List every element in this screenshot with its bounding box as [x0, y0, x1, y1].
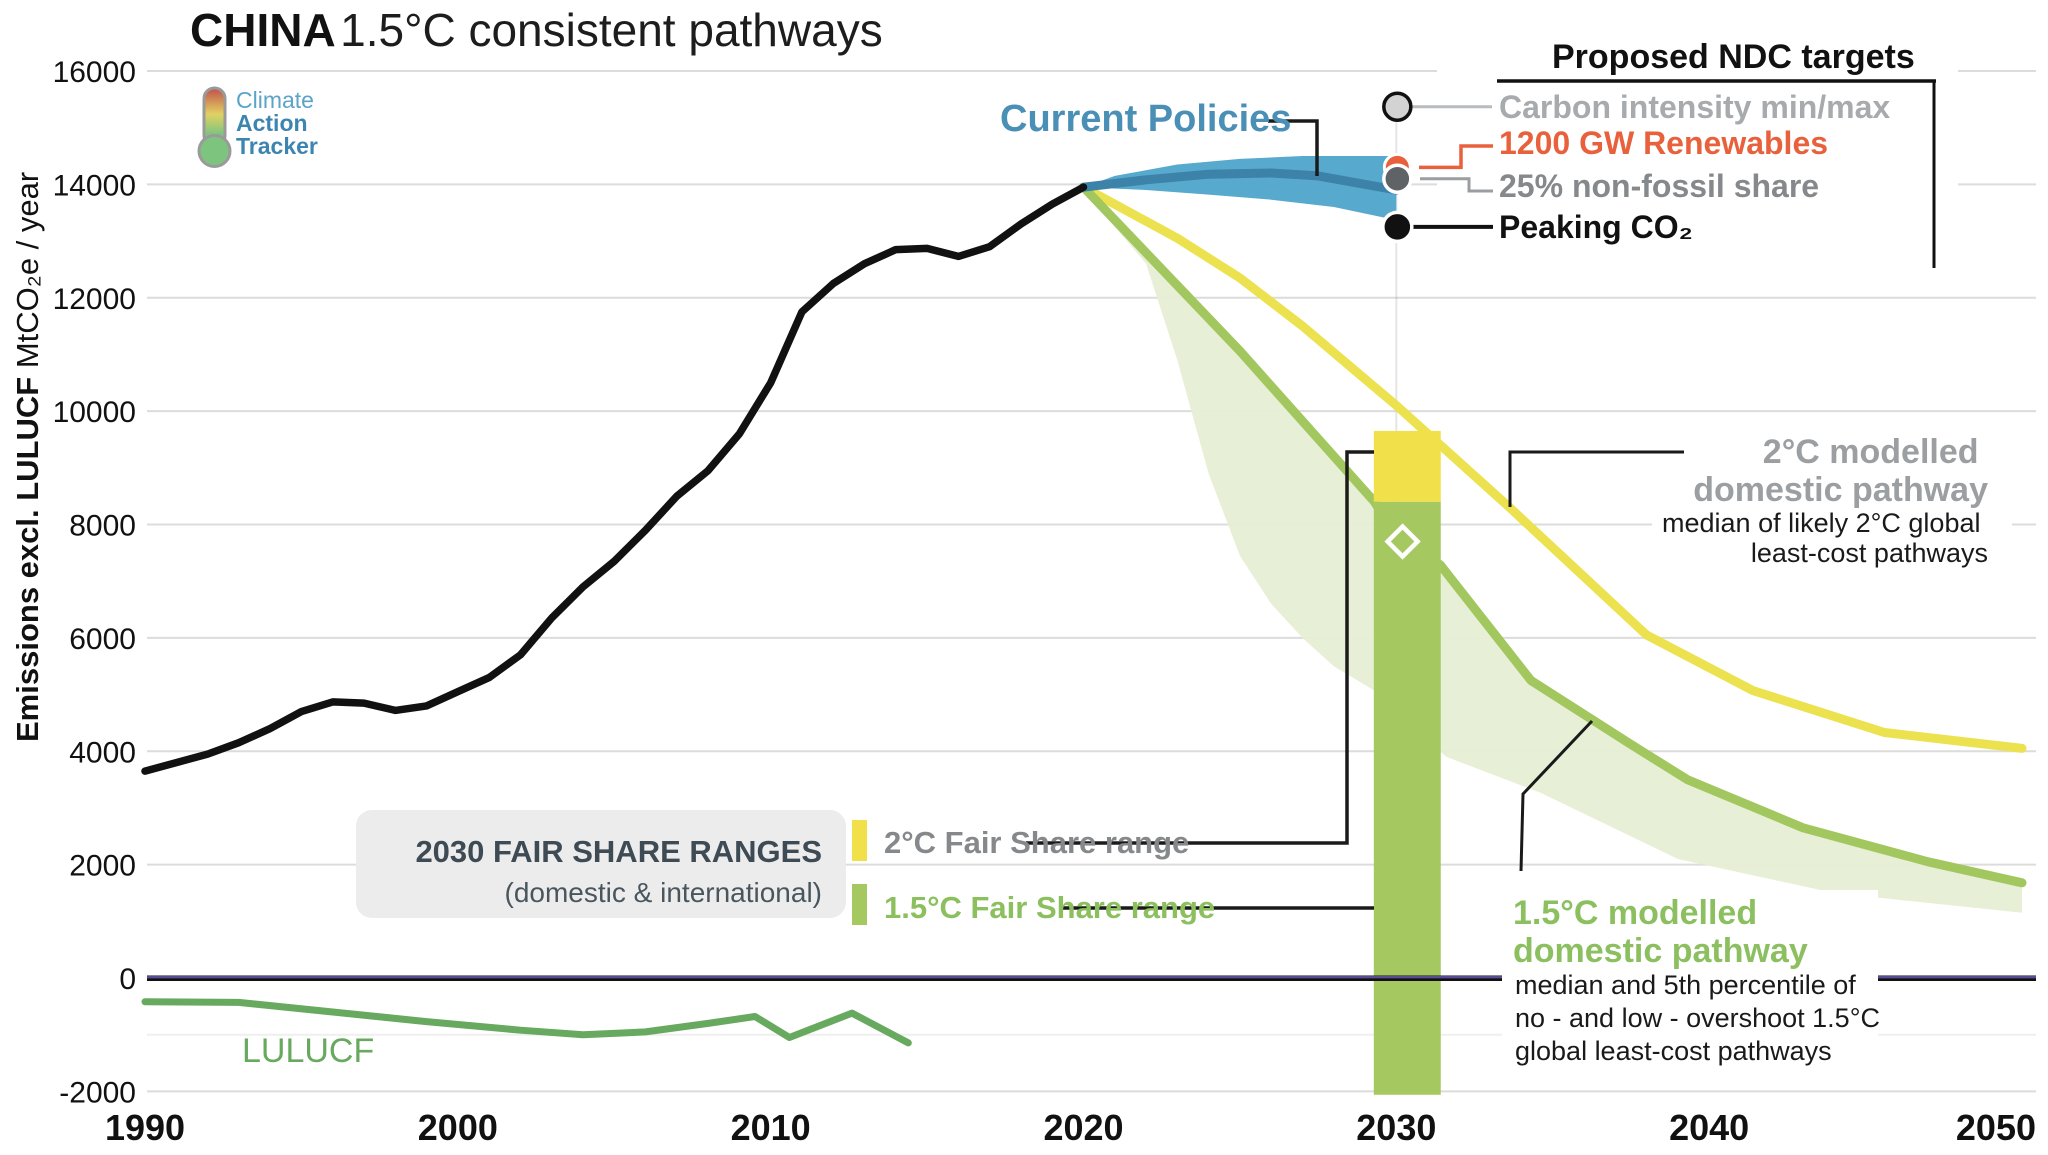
- y-axis-title-bold: Emissions excl. LULUCF: [10, 377, 45, 742]
- x-tick-2030: 2030: [1356, 1107, 1436, 1148]
- historical-emissions-line: [141, 183, 1088, 775]
- ndc-targets-legend: Proposed NDC targets Carbon intensity mi…: [1499, 38, 1915, 245]
- lulucf-line: [141, 998, 912, 1047]
- x-tick-2020: 2020: [1043, 1107, 1123, 1148]
- two-deg-fair-share-swatch: [852, 820, 867, 861]
- one5-title-line2: domestic pathway: [1513, 932, 1808, 970]
- renewables-connector: [1419, 144, 1493, 170]
- ndc-item-renewables: 1200 GW Renewables: [1499, 125, 1828, 161]
- one5-caption-backdrop: [1502, 890, 1878, 1080]
- fair-share-box-subtitle: (domestic & international): [505, 877, 822, 908]
- plot-area: 16000 14000 12000 10000 8000 6000 4000 2000 0 -20…: [53, 42, 2036, 1148]
- two-deg-pathway-line: [1079, 182, 2027, 753]
- y-tick-16000: 16000: [53, 56, 136, 89]
- one5-title-line1: 1.5°C modelled: [1513, 894, 1757, 932]
- y-tick-14000: 14000: [53, 169, 136, 202]
- fair-share-box: [356, 810, 846, 918]
- two-deg-fair-share-label: 2°C Fair Share range: [884, 825, 1189, 860]
- two-deg-caption: median of likely 2°C global least-cost p…: [1662, 508, 1988, 568]
- climate-action-tracker-logo: Climate Action Tracker: [197, 86, 318, 168]
- current-policies-median-line: [1079, 168, 1401, 195]
- logo-line-tracker: Tracker: [236, 133, 318, 159]
- x-tick-1990: 1990: [105, 1107, 185, 1148]
- y-tick-12000: 12000: [53, 283, 136, 316]
- ndc-item-peaking-co2: Peaking CO₂: [1499, 209, 1693, 245]
- current-policies-connector: [1268, 119, 1319, 176]
- two-deg-caption-line2: least-cost pathways: [1751, 538, 1988, 568]
- y-axis-title-unit: MtCO₂e / year: [10, 172, 45, 368]
- ndc-marker-2: [1382, 163, 1413, 194]
- one5-pathway-connector: [1519, 719, 1594, 872]
- two-deg-title-line2: domestic pathway: [1693, 471, 1988, 509]
- page-title-rest: 1.5°C consistent pathways: [340, 4, 883, 56]
- y-tick-8000: 8000: [69, 510, 136, 543]
- current-policies-label: Current Policies: [1000, 98, 1291, 140]
- fair-share-box-title: 2030 FAIR SHARE RANGES: [415, 834, 822, 869]
- ndc-marker-3: [1381, 210, 1414, 244]
- logo-line-climate: Climate: [236, 87, 314, 113]
- thermometer-bulb-icon: [197, 134, 232, 168]
- two-deg-pathway-connector: [1508, 450, 1684, 507]
- x-tick-2050: 2050: [1956, 1107, 2036, 1148]
- ndc-item-non-fossil: 25% non-fossil share: [1499, 168, 1819, 204]
- fair-share-diamond-marker: [1384, 523, 1421, 560]
- y-tick-0: 0: [119, 963, 136, 996]
- one5-pathway-annotation: 1.5°C modelled domestic pathway median a…: [1513, 894, 1888, 1066]
- two-deg-title: 2°C modelled domestic pathway: [1693, 433, 1988, 509]
- one5-fair-share-swatch: [852, 884, 867, 925]
- y-tick-10000: 10000: [53, 396, 136, 429]
- two-deg-pathway-annotation: 2°C modelled domestic pathway median of …: [1662, 433, 1988, 568]
- two-deg-fair-share-bar: [1373, 430, 1441, 502]
- fair-share-legend: 2030 FAIR SHARE RANGES (domestic & inter…: [356, 810, 1215, 925]
- one5-pathway-line: [1079, 182, 2027, 888]
- one5-caption-line2: no - and low - overshoot 1.5°C: [1515, 1003, 1880, 1033]
- y-tick-6000: 6000: [69, 623, 136, 656]
- two-deg-title-line1: 2°C modelled: [1763, 433, 1979, 471]
- non-fossil-connector: [1420, 177, 1493, 193]
- one5-caption-line3: global least-cost pathways: [1515, 1036, 1832, 1066]
- logo-line-action: Action: [236, 110, 308, 136]
- ndc-item-carbon-intensity: Carbon intensity min/max: [1499, 89, 1890, 125]
- x-tick-2000: 2000: [418, 1107, 498, 1148]
- one5-caption: median and 5th percentile of no - and lo…: [1515, 970, 1888, 1066]
- one5-fair-share-label: 1.5°C Fair Share range: [884, 890, 1215, 925]
- y-tick-2000: 2000: [69, 850, 136, 883]
- x-tick-2010: 2010: [731, 1107, 811, 1148]
- y-tick--2000: -2000: [59, 1076, 136, 1109]
- ndc-marker-0: [1382, 91, 1413, 122]
- two-deg-fair-share-connector: [1026, 450, 1374, 845]
- one5-caption-line1: median and 5th percentile of: [1515, 970, 1856, 1000]
- one5-fair-share-bar: [1373, 501, 1441, 1095]
- band: [1083, 187, 2022, 913]
- one5-title: 1.5°C modelled domestic pathway: [1513, 894, 1808, 970]
- y-tick-4000: 4000: [69, 736, 136, 769]
- page-title: CHINA 1.5°C consistent pathways: [190, 4, 883, 56]
- two-deg-caption-backdrop: [1652, 430, 2012, 565]
- ndc-legend-title: Proposed NDC targets: [1552, 38, 1915, 76]
- page-title-country: CHINA: [190, 4, 336, 56]
- x-tick-2040: 2040: [1669, 1107, 1749, 1148]
- two-deg-caption-line1: median of likely 2°C global: [1662, 508, 1980, 538]
- lulucf-label: LULUCF: [242, 1032, 374, 1070]
- y-axis-title: Emissions excl. LULUCF MtCO₂e / year: [10, 172, 45, 742]
